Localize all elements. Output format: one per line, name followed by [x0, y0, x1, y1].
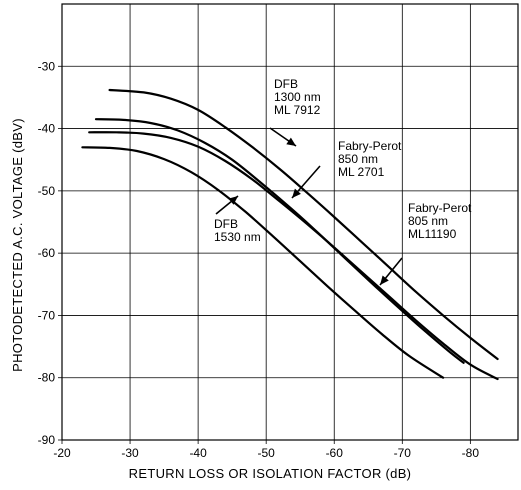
- x-tick-label: -60: [326, 446, 344, 460]
- y-tick-label: -80: [38, 371, 56, 385]
- tick-labels: -20 -30 -40 -50 -60 -70 -80 -90 -80 -70 -60 -50 -40 -…: [38, 59, 480, 460]
- annotation-line: 850 nm: [338, 152, 378, 166]
- arrowhead: [286, 137, 296, 146]
- x-tick-label: -70: [394, 446, 412, 460]
- x-tick-label: -80: [462, 446, 480, 460]
- annotation-text: DFB 1300 nm ML 7912: [274, 77, 321, 117]
- arrowhead: [228, 196, 238, 205]
- dfb-1300-curve: [108, 88, 499, 361]
- gridlines: [58, 4, 518, 444]
- data-curves: [81, 88, 499, 381]
- annotation-text: Fabry-Perot 850 nm ML 2701: [338, 139, 402, 179]
- x-tick-label: -20: [53, 446, 71, 460]
- fabry-perot-850-curve: [94, 118, 465, 364]
- annotation-line: DFB: [214, 217, 238, 231]
- annotation-line: Fabry-Perot: [408, 201, 472, 215]
- dfb-1530-curve: [81, 146, 445, 379]
- y-tick-label: -70: [38, 308, 56, 322]
- fabry-perot-805-curve: [88, 131, 499, 381]
- annotation-dfb-1300: DFB 1300 nm ML 7912: [269, 77, 321, 147]
- y-tick-label: -30: [38, 59, 56, 73]
- annotation-line: 1300 nm: [274, 90, 321, 104]
- y-tick-label: -60: [38, 246, 56, 260]
- plot-frame: [61, 3, 519, 441]
- annotation-text: DFB 1530 nm: [214, 217, 261, 244]
- annotation-line: ML 2701: [338, 165, 385, 179]
- x-tick-label: -30: [121, 446, 139, 460]
- annotation-line: ML11190: [408, 227, 457, 241]
- annotation-dfb-1530: DFB 1530 nm: [214, 195, 261, 244]
- y-tick-label: -50: [38, 184, 56, 198]
- x-tick-label: -50: [258, 446, 276, 460]
- y-tick-label: -90: [38, 433, 56, 447]
- arrowhead: [292, 188, 301, 198]
- annotation-line: Fabry-Perot: [338, 139, 402, 153]
- arrowhead: [380, 275, 389, 285]
- annotation-text: Fabry-Perot 805 nm ML11190: [408, 201, 472, 241]
- x-tick-label: -40: [189, 446, 207, 460]
- x-axis-title: RETURN LOSS OR ISOLATION FACTOR (dB): [129, 466, 412, 481]
- annotation-line: 805 nm: [408, 214, 448, 228]
- annotation-fabry-perot-850: Fabry-Perot 850 nm ML 2701: [291, 139, 402, 199]
- annotation-line: 1530 nm: [214, 230, 261, 244]
- y-axis-title: PHOTODETECTED A.C. VOLTAGE (dBV): [10, 118, 25, 372]
- annotation-line: ML 7912: [274, 103, 321, 117]
- annotation-fabry-perot-805: Fabry-Perot 805 nm ML11190: [379, 201, 472, 286]
- annotation-line: DFB: [274, 77, 298, 91]
- y-tick-label: -40: [38, 122, 56, 136]
